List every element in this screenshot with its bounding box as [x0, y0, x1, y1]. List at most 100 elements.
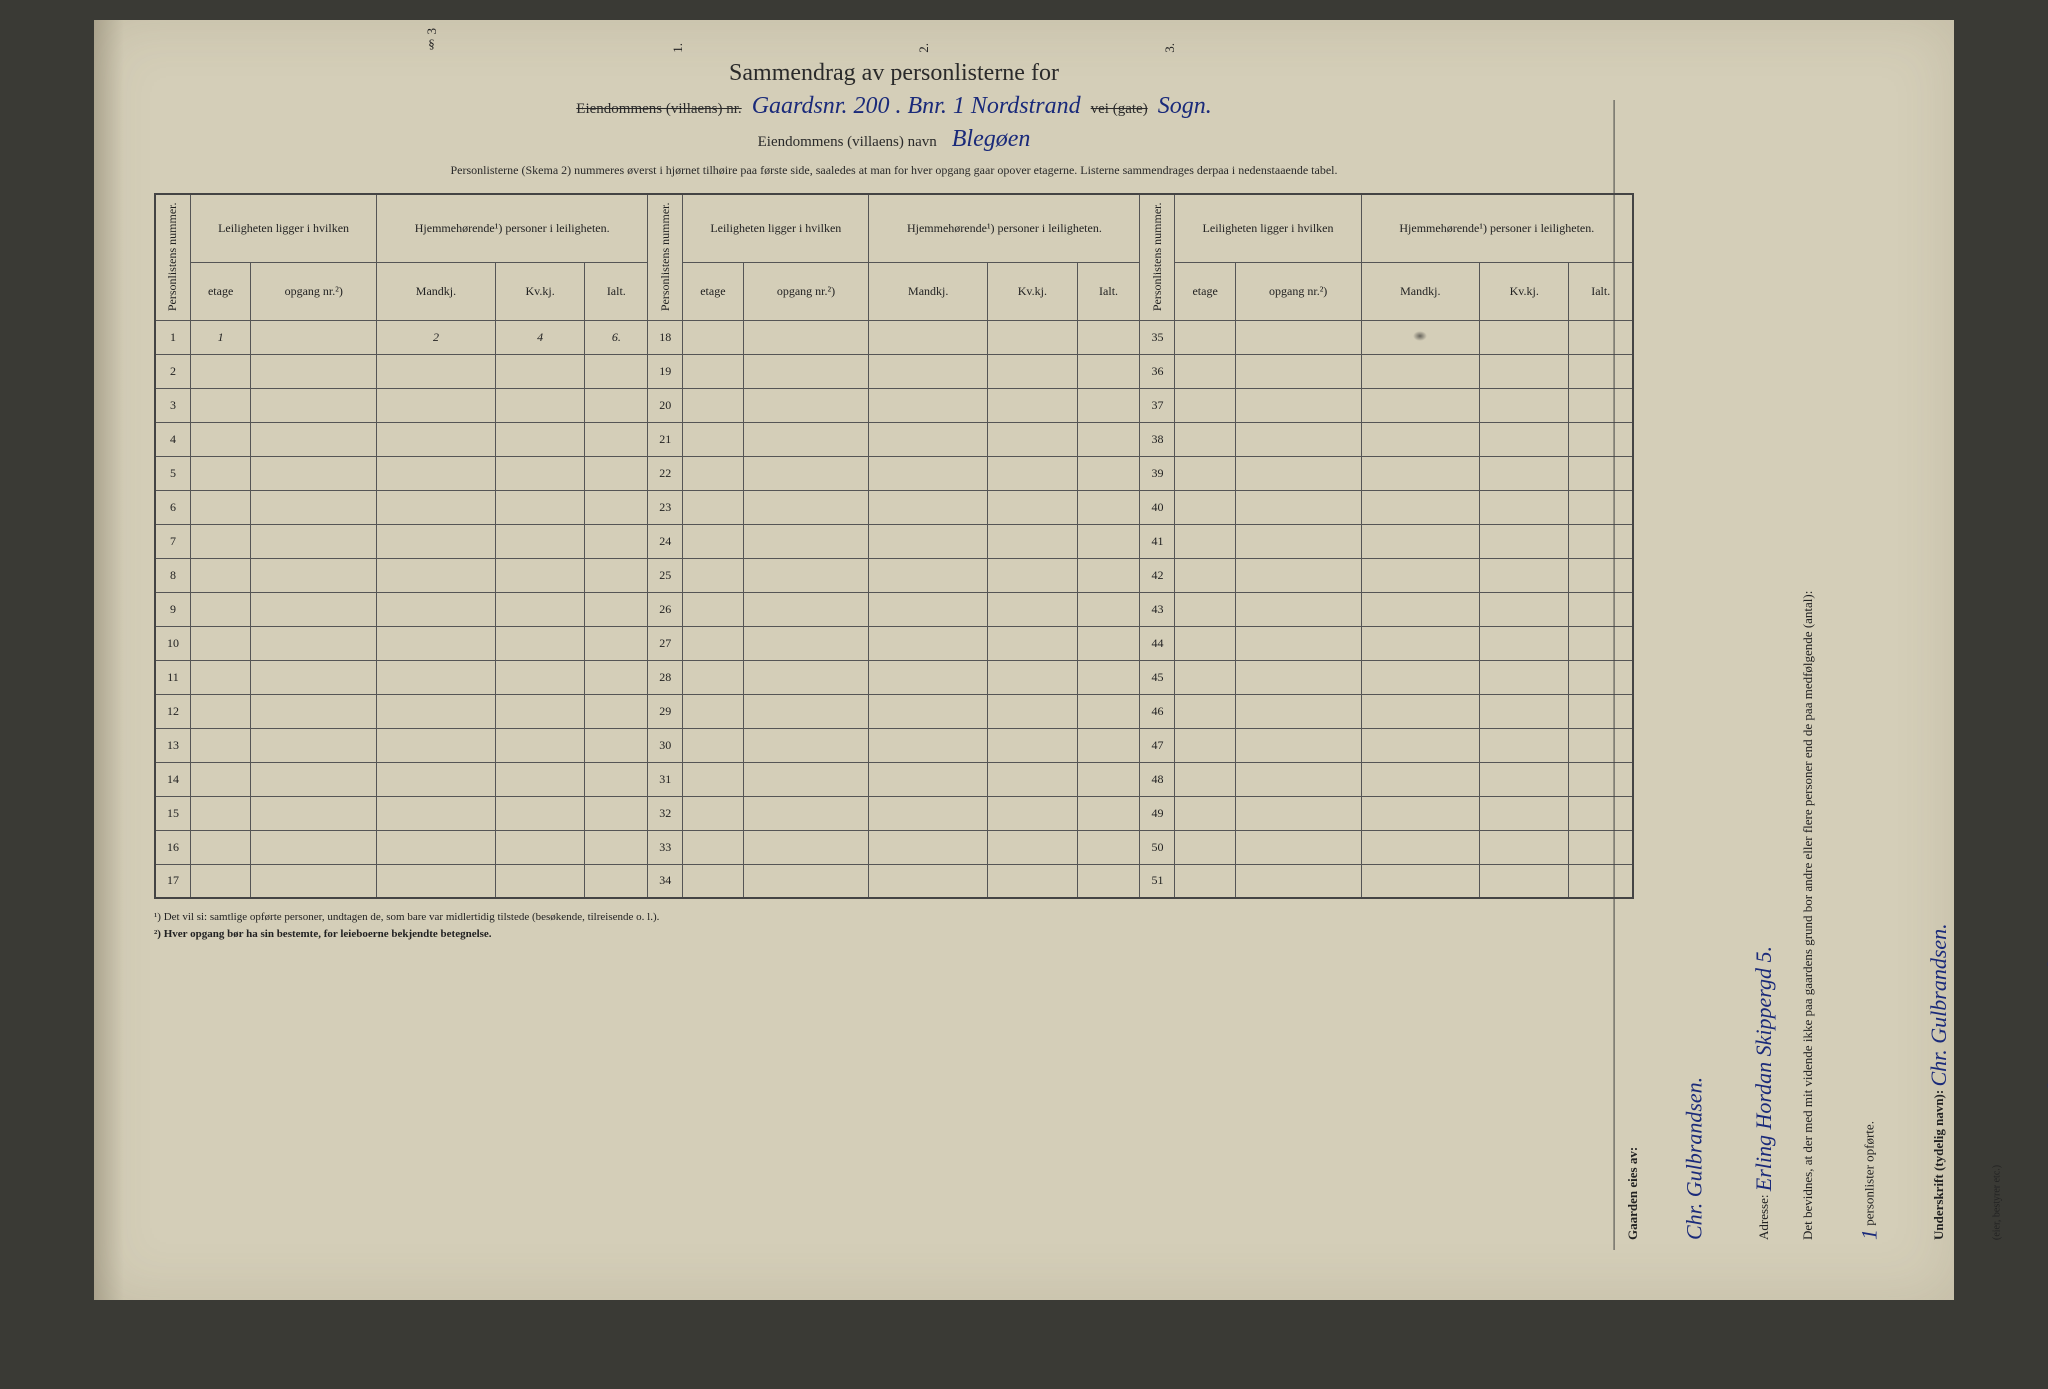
cell-empty — [743, 864, 869, 898]
cell-empty — [1175, 320, 1235, 354]
signature-small: (eier, bestyrer etc.) — [1988, 110, 2006, 1240]
witness-count: 1 — [1856, 1229, 1881, 1240]
cell-empty — [495, 490, 585, 524]
cell-empty — [251, 762, 377, 796]
cell-empty — [683, 592, 743, 626]
cell-empty — [1235, 592, 1361, 626]
cell-empty — [683, 354, 743, 388]
cell-empty — [191, 660, 251, 694]
witness-column: Det bevidnes, at der med mit vidende ikk… — [1790, 100, 2048, 1250]
cell-empty — [869, 626, 988, 660]
cell-empty — [191, 762, 251, 796]
table-row: 122946 — [155, 694, 1633, 728]
cell-empty — [743, 694, 869, 728]
cell-empty — [251, 422, 377, 456]
col-hjemmehorende-c: Hjemmehørende¹) personer i leiligheten. — [1361, 194, 1633, 262]
cell-empty — [495, 728, 585, 762]
cell-empty — [988, 422, 1078, 456]
cell-empty — [1077, 694, 1140, 728]
cell-empty — [1077, 354, 1140, 388]
cell-empty — [1361, 558, 1479, 592]
cell-empty — [585, 830, 648, 864]
margin-t1: § 3 — [424, 28, 440, 53]
census-page: § 3 1. 2. 3. Sammendrag av personlistern… — [94, 20, 1954, 1300]
table-row: 163350 — [155, 830, 1633, 864]
table-row: 52239 — [155, 456, 1633, 490]
cell-empty — [1235, 320, 1361, 354]
cell-empty — [495, 388, 585, 422]
rownum-c: 51 — [1140, 864, 1175, 898]
cell-empty — [1235, 694, 1361, 728]
cell-empty — [683, 830, 743, 864]
cell-empty — [743, 626, 869, 660]
rownum-b: 18 — [648, 320, 683, 354]
cell-empty — [1235, 490, 1361, 524]
cell-empty — [251, 388, 377, 422]
table-row: 32037 — [155, 388, 1633, 422]
cell-empty — [585, 592, 648, 626]
instruction-text: Personlisterne (Skema 2) nummeres øverst… — [154, 161, 1634, 179]
cell-empty — [1077, 490, 1140, 524]
rownum-c: 46 — [1140, 694, 1175, 728]
cell-etage: 1 — [191, 320, 251, 354]
cell-empty — [1175, 796, 1235, 830]
cell-empty — [869, 694, 988, 728]
smudge-icon — [1413, 331, 1427, 341]
cell-empty — [495, 524, 585, 558]
sub-ialt-b: Ialt. — [1077, 262, 1140, 320]
witness-text: Det bevidnes, at der med mit vidende ikk… — [1796, 110, 1819, 1240]
cell-empty — [869, 796, 988, 830]
rownum-a: 6 — [155, 490, 191, 524]
rownum-b: 27 — [648, 626, 683, 660]
cell-empty — [495, 864, 585, 898]
col-personlistens-c: Personlistens nummer. — [1140, 194, 1175, 320]
cell-empty — [683, 796, 743, 830]
margin-n2: 2. — [916, 28, 932, 53]
cell-empty — [869, 660, 988, 694]
cell-empty — [869, 456, 988, 490]
cell-empty — [743, 354, 869, 388]
margin-n3: 3. — [1162, 28, 1178, 53]
cell-empty — [251, 660, 377, 694]
cell-empty — [869, 422, 988, 456]
cell-empty — [683, 660, 743, 694]
owner-address-label: Adresse: — [1756, 1195, 1771, 1241]
rownum-b: 30 — [648, 728, 683, 762]
cell-empty — [1077, 864, 1140, 898]
table-row: 153249 — [155, 796, 1633, 830]
label-navn: Eiendommens (villaens) navn — [758, 134, 937, 150]
cell-smudge — [1361, 320, 1479, 354]
cell-empty — [1361, 762, 1479, 796]
cell-empty — [377, 694, 496, 728]
table-row: 173451 — [155, 864, 1633, 898]
cell-empty — [1175, 592, 1235, 626]
cell-empty — [1361, 830, 1479, 864]
cell-empty — [743, 490, 869, 524]
cell-empty — [869, 524, 988, 558]
cell-empty — [1361, 422, 1479, 456]
rownum-b: 21 — [648, 422, 683, 456]
cell-empty — [683, 762, 743, 796]
cell-empty — [495, 660, 585, 694]
cell-empty — [1077, 422, 1140, 456]
rownum-c: 39 — [1140, 456, 1175, 490]
cell-empty — [1175, 626, 1235, 660]
cell-empty — [191, 626, 251, 660]
rownum-a: 17 — [155, 864, 191, 898]
title-section: Sammendrag av personlisterne for Eiendom… — [154, 60, 1634, 179]
signature-name: Chr. Gulbrandsen. — [1926, 923, 1951, 1086]
cell-empty — [1077, 524, 1140, 558]
cell-empty — [251, 796, 377, 830]
sub-kvkj-b: Kv.kj. — [988, 262, 1078, 320]
owner-label: Gaarden eies av: — [1621, 110, 1644, 1240]
rownum-c: 47 — [1140, 728, 1175, 762]
cell-empty — [1480, 422, 1569, 456]
cell-empty — [495, 558, 585, 592]
table-row: 72441 — [155, 524, 1633, 558]
cell-empty — [585, 694, 648, 728]
top-margin-fragments: § 3 1. 2. 3. — [424, 28, 1194, 53]
cell-empty — [377, 354, 496, 388]
cell-empty — [1077, 626, 1140, 660]
cell-empty — [251, 456, 377, 490]
rownum-a: 15 — [155, 796, 191, 830]
